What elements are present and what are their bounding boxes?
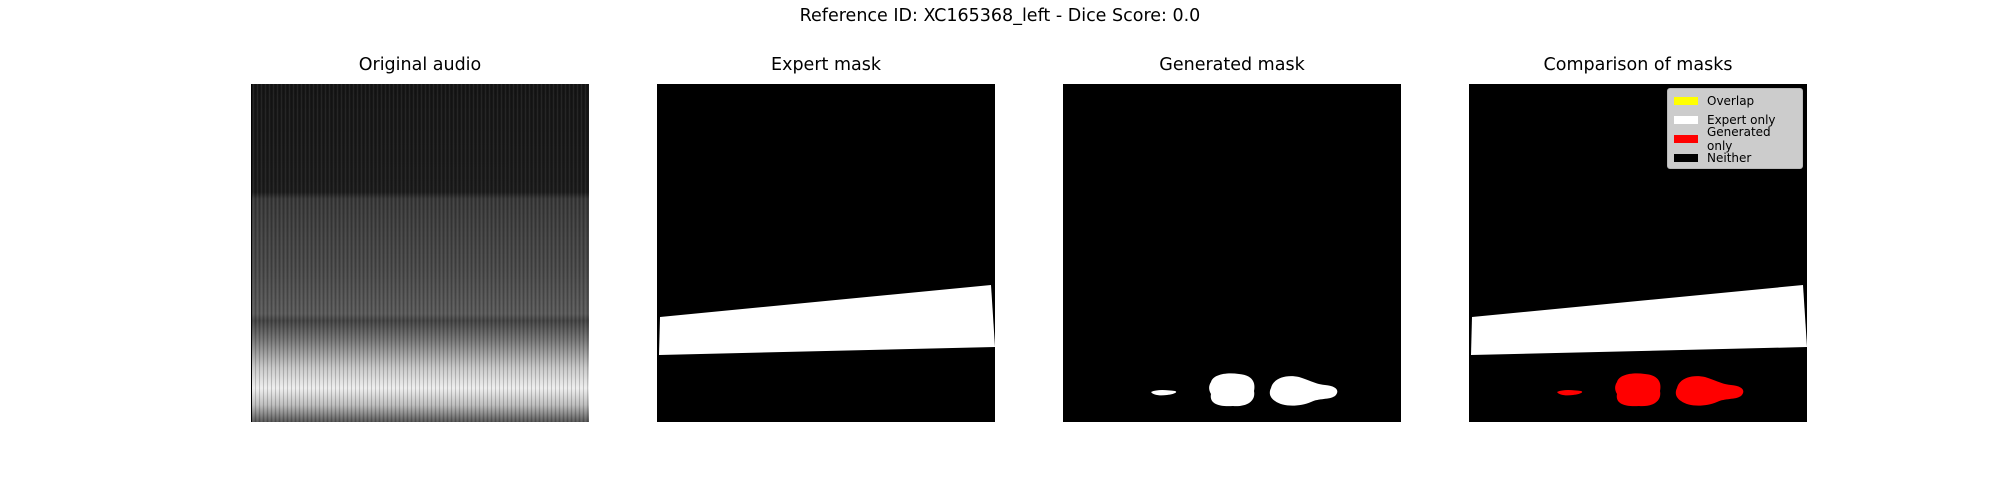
panel-title-original: Original audio [358, 55, 482, 75]
panel-comparison: Comparison of masks Overlap Expert only … [1469, 55, 1807, 422]
legend-label-neither: Neither [1707, 150, 1752, 165]
legend-swatch-generated-only [1674, 134, 1698, 143]
comparison-generated-1 [1557, 390, 1583, 396]
figure-title: Reference ID: XC165368_left - Dice Score… [799, 6, 1201, 26]
comparison-generated-2 [1615, 373, 1661, 407]
legend-label-overlap: Overlap [1707, 93, 1755, 108]
panel-generated-mask: Generated mask [1063, 55, 1401, 422]
legend-label-expert-only: Expert only [1707, 112, 1776, 127]
generated-mask-image [1063, 84, 1401, 422]
legend-swatch-overlap [1674, 96, 1698, 105]
comparison-image [1469, 84, 1807, 422]
comparison-expert-only [1471, 285, 1807, 355]
comparison-generated-3 [1675, 376, 1744, 406]
panel-title-generated: Generated mask [1159, 55, 1305, 75]
legend-item-overlap: Overlap [1674, 91, 1796, 110]
expert-mask-image [657, 84, 995, 422]
legend-swatch-neither [1674, 153, 1698, 162]
legend-label-generated-only: Generated only [1707, 124, 1771, 153]
legend-item-neither: Neither [1674, 148, 1796, 167]
expert-region [659, 285, 995, 355]
legend-item-expert-only: Expert only [1674, 110, 1796, 129]
panel-title-expert: Expert mask [771, 55, 881, 75]
legend-item-generated-only: Generated only [1674, 125, 1796, 153]
panel-original-audio: Original audio [251, 55, 589, 422]
generated-blob-2 [1209, 373, 1255, 407]
generated-blob-3 [1269, 376, 1338, 406]
legend-swatch-expert-only [1674, 115, 1698, 124]
generated-blob-1 [1151, 390, 1177, 396]
spectrogram-image [251, 84, 589, 422]
panel-expert-mask: Expert mask [657, 55, 995, 422]
legend: Overlap Expert only Generated only Neith… [1667, 88, 1803, 169]
panel-title-comparison: Comparison of masks [1543, 55, 1733, 75]
